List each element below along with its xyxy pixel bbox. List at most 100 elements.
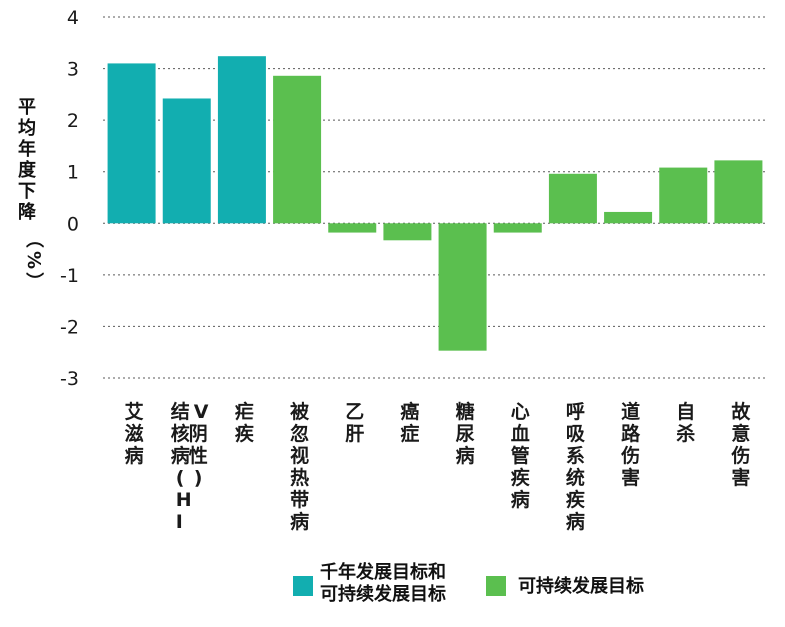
bar — [383, 223, 432, 241]
category-labels: 艾滋病结核病(HIV阴性)疟疾被忽视热带病乙肝癌症糖尿病心血管疾病呼吸系统疾病道… — [125, 400, 752, 533]
legend-label: 千年发展目标和 — [320, 561, 446, 583]
y-axis-label-char: （ — [23, 230, 44, 248]
category-label-char: 心 — [511, 401, 530, 423]
bars — [107, 56, 763, 351]
category-label-char: 糖 — [456, 400, 475, 423]
y-tick-label: 0 — [67, 213, 79, 235]
category-label-char: 自 — [676, 400, 695, 423]
category-label-char: 乙 — [345, 401, 364, 423]
category-label: 艾滋病 — [125, 401, 144, 467]
category-label-char: 血 — [511, 422, 530, 445]
y-tick-label: -1 — [60, 265, 79, 287]
category-label-char: 症 — [400, 422, 419, 445]
category-label-char: 疟 — [235, 400, 254, 423]
category-label-char: 核 — [171, 422, 190, 445]
category-label-char: 病 — [456, 444, 475, 467]
legend-label: 可持续发展目标 — [518, 575, 644, 597]
category-label-char: 病 — [511, 488, 530, 511]
legend-label: 可持续发展目标 — [320, 583, 446, 605]
category-label-char: 病 — [566, 510, 585, 533]
category-label: 自杀 — [676, 400, 695, 445]
category-label-char: 病 — [125, 444, 144, 467]
category-label-char: 艾 — [125, 401, 144, 423]
category-label-char: 路 — [621, 422, 641, 445]
y-tick-label: -3 — [60, 368, 79, 390]
category-label-char: 阴 — [189, 423, 208, 445]
y-tick-label: 3 — [67, 59, 79, 81]
category-label-char: 伤 — [730, 444, 750, 467]
category-label-char: 尿 — [456, 423, 475, 445]
y-tick-label: 2 — [67, 110, 79, 132]
category-label-char: ) — [194, 467, 203, 489]
category-label-char: I — [176, 511, 183, 533]
category-label-char: H — [176, 489, 192, 511]
category-label-char: 疾 — [511, 466, 531, 489]
category-label-char: 被 — [290, 400, 309, 423]
category-label-char: 癌 — [400, 400, 419, 423]
bar — [162, 98, 211, 224]
bar — [659, 167, 708, 224]
category-label-char: 管 — [511, 444, 530, 467]
category-label: 结核病(HI V阴性) — [171, 400, 209, 533]
y-tick-label: 1 — [67, 162, 79, 184]
category-label-char: 疾 — [235, 422, 255, 445]
category-label-char: 性 — [189, 444, 208, 467]
category-label-char: 系 — [566, 445, 585, 467]
category-label-char: 道 — [621, 400, 640, 423]
y-axis-ticks: 4 3 2 1 0 -1 -2 -3 — [60, 7, 79, 390]
y-axis-label-char: 降 — [18, 201, 37, 223]
y-axis-label-char: 均 — [18, 117, 36, 139]
category-label-char: 故 — [731, 400, 751, 423]
category-label-char: V — [194, 401, 209, 423]
category-label-char: 杀 — [676, 422, 695, 445]
category-label-char: 呼 — [566, 401, 585, 423]
category-label-char: 疾 — [566, 488, 586, 511]
y-axis-label-char: % — [23, 251, 44, 269]
category-label-char: ( — [176, 467, 185, 489]
category-label-char: 统 — [566, 466, 585, 489]
category-label-char: 病 — [290, 510, 309, 533]
bar — [328, 223, 377, 233]
category-label-char: 吸 — [566, 423, 586, 445]
gridlines — [103, 16, 765, 379]
bar — [273, 75, 322, 224]
bar — [217, 56, 266, 224]
category-label-char: 害 — [621, 466, 640, 489]
category-label-char: 意 — [731, 422, 750, 445]
category-label: 糖尿病 — [456, 400, 475, 467]
category-label: 癌症 — [400, 400, 419, 445]
y-axis-label-char: 下 — [18, 181, 36, 202]
category-label-char: 视 — [290, 444, 309, 467]
y-tick-label: 4 — [67, 7, 79, 29]
bar — [107, 63, 156, 224]
y-axis-label-char: 度 — [18, 159, 37, 181]
bar — [493, 223, 542, 233]
bar — [438, 223, 487, 351]
category-label-char: 害 — [731, 466, 750, 489]
y-axis-label-char: ） — [23, 272, 44, 290]
category-label-char: 伤 — [620, 444, 640, 467]
category-label-char: 肝 — [345, 423, 364, 445]
bar — [604, 211, 653, 224]
category-label-char: 滋 — [125, 422, 144, 445]
category-label: 乙肝 — [345, 401, 364, 445]
bar — [714, 160, 763, 224]
legend-swatch — [293, 576, 313, 596]
category-label: 疟疾 — [235, 400, 255, 445]
category-label-char: 热 — [290, 466, 309, 489]
legend-swatch — [486, 576, 506, 596]
y-axis-label-char: 年 — [18, 138, 36, 160]
category-label-char: 结 — [171, 400, 190, 423]
y-tick-label: -2 — [60, 316, 79, 338]
category-label-char: 病 — [171, 444, 190, 467]
